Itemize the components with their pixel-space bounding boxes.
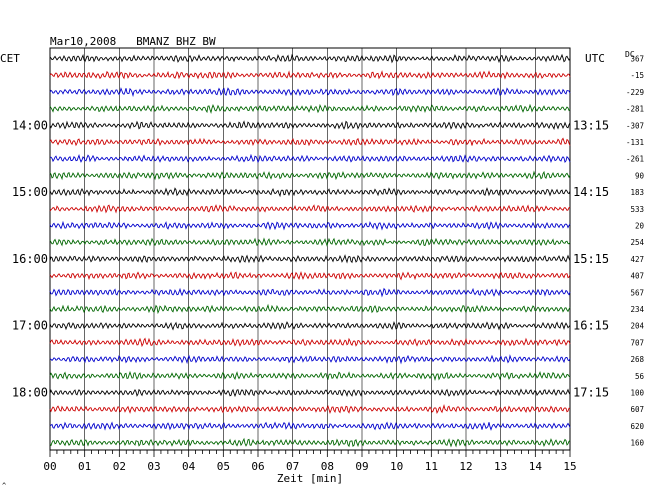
x-tick-label: 02 bbox=[113, 460, 126, 473]
seismic-trace bbox=[49, 120, 571, 131]
seismic-trace bbox=[49, 287, 571, 298]
seismic-trace bbox=[49, 271, 571, 281]
dc-offset-value: -281 bbox=[626, 105, 644, 114]
dc-offset-value: 56 bbox=[635, 372, 645, 381]
seismic-trace bbox=[49, 254, 571, 264]
seismic-trace bbox=[49, 303, 571, 315]
dc-offset-value: -307 bbox=[626, 121, 644, 130]
dc-offset-value: -15 bbox=[630, 71, 644, 80]
x-tick-label: 14 bbox=[529, 460, 543, 473]
utc-hour-label: 17:15 bbox=[573, 386, 609, 400]
x-tick-label: 01 bbox=[78, 460, 91, 473]
dc-offset-value: -131 bbox=[626, 138, 644, 147]
seismic-trace bbox=[49, 153, 571, 164]
cet-axis-label: CET bbox=[0, 52, 20, 65]
dc-offset-value: -261 bbox=[626, 155, 644, 164]
utc-hour-label: 13:15 bbox=[573, 118, 609, 132]
x-tick-label: 06 bbox=[251, 460, 264, 473]
seismic-trace bbox=[49, 103, 571, 114]
seismic-trace bbox=[49, 237, 571, 247]
cet-hour-label: 16:00 bbox=[12, 252, 48, 266]
utc-axis-label: UTC bbox=[585, 52, 605, 65]
x-tick-label: 05 bbox=[217, 460, 230, 473]
x-tick-label: 03 bbox=[147, 460, 160, 473]
utc-hour-label: 15:15 bbox=[573, 252, 609, 266]
x-axis-label: Zeit [min] bbox=[277, 472, 343, 485]
x-tick-label: 15 bbox=[563, 460, 576, 473]
seismic-trace bbox=[49, 220, 571, 231]
cet-hour-label: 15:00 bbox=[12, 185, 48, 199]
x-tick-label: 00 bbox=[43, 460, 56, 473]
dc-offset-value: 567 bbox=[630, 288, 644, 297]
dc-offset-label: DC bbox=[625, 50, 635, 59]
seismic-trace bbox=[49, 437, 571, 448]
dc-offset-value: 160 bbox=[630, 439, 644, 448]
cet-hour-label: 18:00 bbox=[12, 386, 48, 400]
seismic-trace bbox=[49, 187, 571, 198]
dc-offset-value: 183 bbox=[630, 188, 644, 197]
dc-offset-value: 620 bbox=[630, 422, 644, 431]
x-tick-label: 12 bbox=[459, 460, 472, 473]
seismic-trace bbox=[49, 388, 571, 398]
seismic-trace bbox=[49, 404, 571, 415]
seismic-trace bbox=[49, 53, 571, 64]
x-tick-label: 09 bbox=[355, 460, 368, 473]
dc-offset-value: 407 bbox=[630, 272, 644, 281]
seismic-trace bbox=[49, 170, 571, 181]
seismic-trace bbox=[49, 70, 571, 80]
cet-hour-label: 14:00 bbox=[12, 118, 48, 132]
x-tick-label: 13 bbox=[494, 460, 507, 473]
chart-title: Mar10,2008 BMANZ BHZ BW bbox=[50, 35, 216, 48]
dc-offset-value: 254 bbox=[630, 238, 644, 247]
dc-offset-value: 533 bbox=[630, 205, 644, 214]
seismic-trace bbox=[49, 337, 571, 348]
dc-offset-value: 607 bbox=[630, 405, 644, 414]
dc-offset-value: -229 bbox=[626, 88, 644, 97]
dc-offset-value: 100 bbox=[630, 389, 644, 398]
seismic-trace bbox=[49, 204, 571, 214]
cet-hour-label: 17:00 bbox=[12, 319, 48, 333]
utc-hour-label: 16:15 bbox=[573, 319, 609, 333]
dc-offset-value: 367 bbox=[630, 55, 644, 64]
dc-offset-value: 427 bbox=[630, 255, 644, 264]
seismic-trace bbox=[49, 421, 571, 431]
seismic-trace bbox=[49, 137, 571, 147]
seismic-trace bbox=[49, 320, 571, 331]
utc-hour-label: 14:15 bbox=[573, 185, 609, 199]
x-tick-label: 08 bbox=[321, 460, 334, 473]
dc-offset-value: 268 bbox=[630, 355, 644, 364]
dc-offset-value: 204 bbox=[630, 322, 644, 331]
dc-offset-value: 90 bbox=[635, 171, 645, 180]
x-tick-label: 04 bbox=[182, 460, 196, 473]
seismic-trace bbox=[49, 370, 571, 382]
x-tick-label: 11 bbox=[425, 460, 438, 473]
footer-mark: ^ bbox=[2, 482, 6, 490]
x-tick-label: 07 bbox=[286, 460, 299, 473]
dc-offset-value: 707 bbox=[630, 338, 644, 347]
dc-offset-value: 20 bbox=[635, 222, 645, 231]
plot-frame bbox=[49, 47, 571, 451]
x-tick-label: 10 bbox=[390, 460, 403, 473]
dc-offset-value: 234 bbox=[630, 305, 644, 314]
seismic-trace bbox=[49, 87, 571, 98]
seismic-trace bbox=[49, 354, 571, 365]
